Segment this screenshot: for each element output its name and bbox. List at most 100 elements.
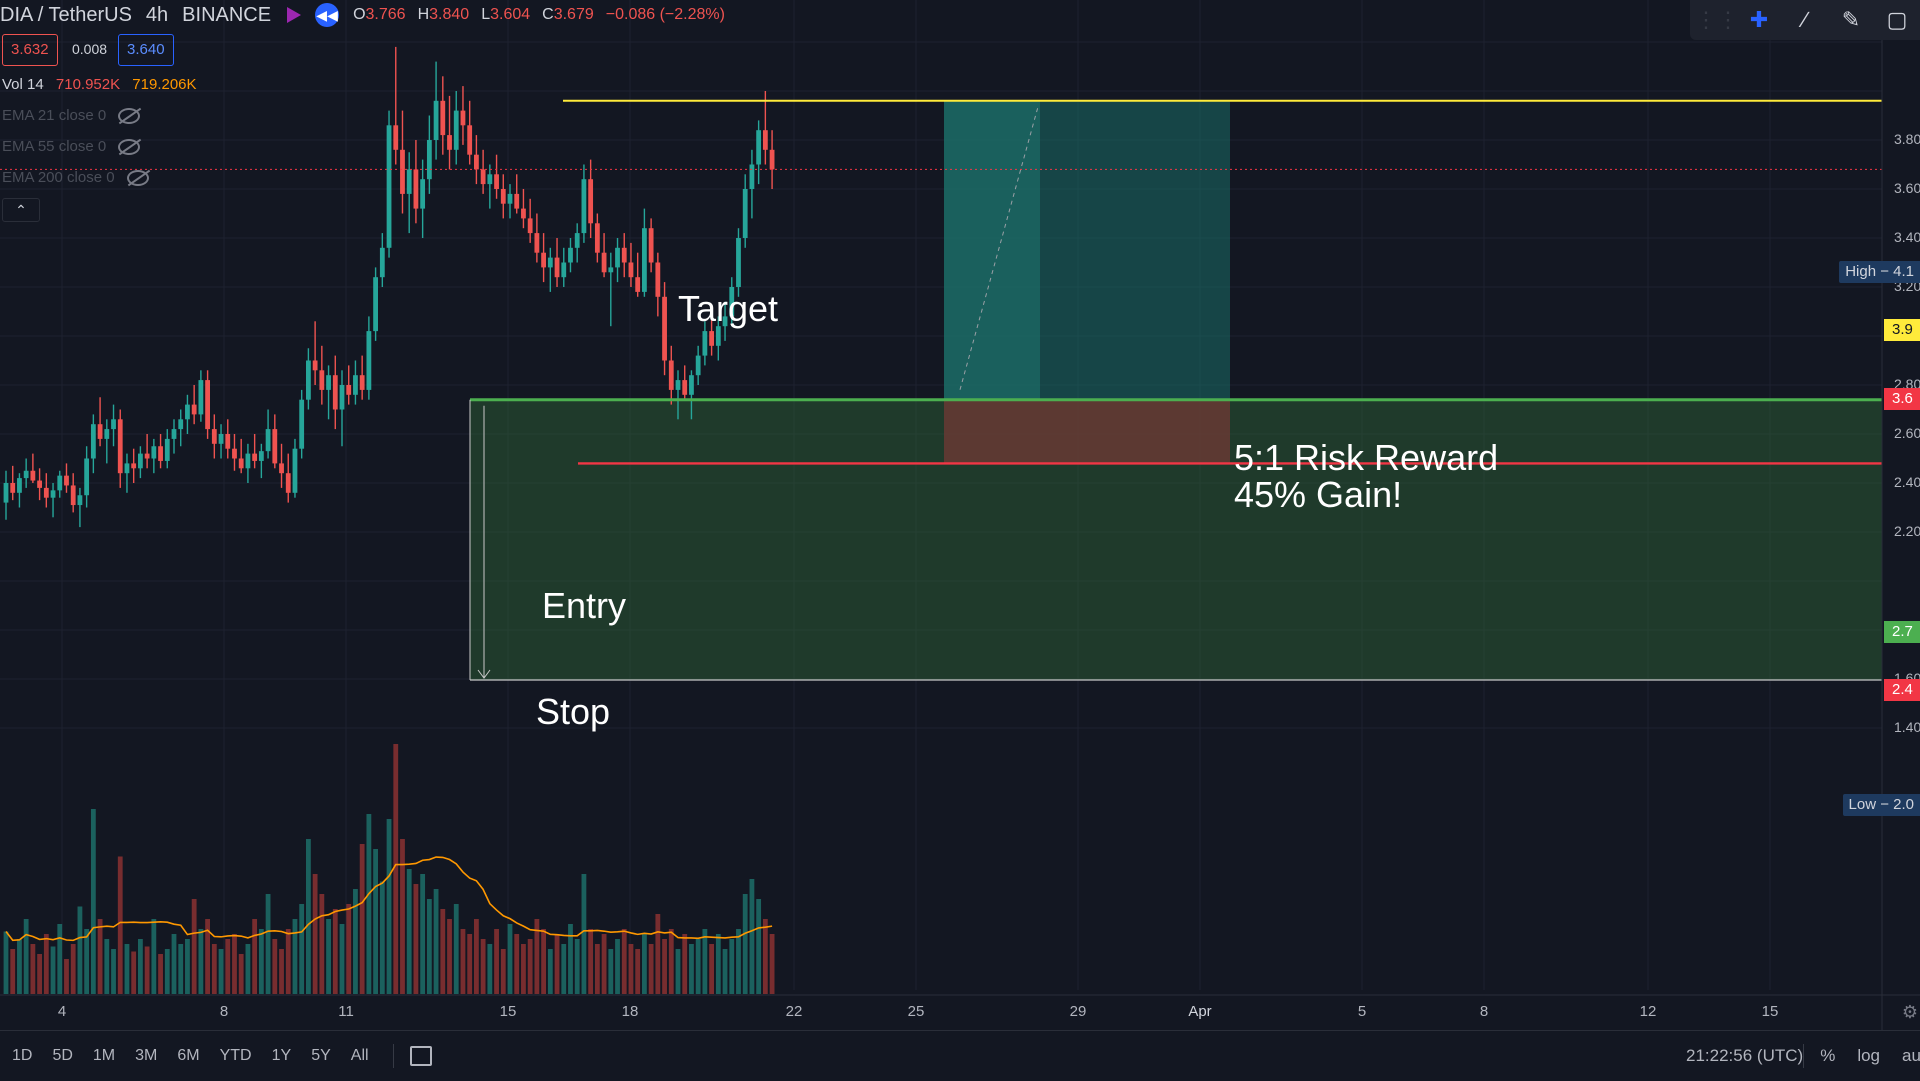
candle-body — [198, 380, 204, 415]
volume-bar — [158, 954, 163, 994]
ema200-legend[interactable]: EMA 200 close 0 — [2, 169, 149, 187]
frame-icon[interactable]: ▢ — [1886, 7, 1908, 32]
range-5y[interactable]: 5Y — [311, 1047, 331, 1064]
candle-body — [151, 446, 157, 459]
candle-body — [43, 487, 49, 498]
candle-body — [534, 233, 540, 253]
candle-body — [205, 380, 210, 430]
entry-annotation[interactable]: Entry — [542, 585, 627, 626]
price-chart[interactable] — [0, 0, 1920, 1030]
range-all[interactable]: All — [350, 1047, 369, 1064]
gain-annotation[interactable]: 45% Gain! — [1234, 474, 1403, 515]
candle-body — [507, 193, 513, 204]
volume-bar — [749, 879, 755, 994]
hidden-eye-icon[interactable] — [126, 170, 149, 187]
date-tick: 18 — [621, 1003, 639, 1020]
volume-bar — [460, 929, 466, 994]
range-6m[interactable]: 6M — [177, 1047, 200, 1064]
volume-bar — [474, 919, 479, 994]
sell-price-button[interactable]: 3.632 — [2, 34, 58, 66]
volume-bar — [440, 909, 446, 994]
percent-toggle[interactable]: % — [1820, 1046, 1836, 1065]
candle-body — [393, 125, 399, 150]
volume-bar — [762, 919, 768, 994]
bottom-right-controls: 21:22:56 (UTC) % log auto — [1686, 1031, 1920, 1081]
candle-body — [400, 149, 405, 194]
symbol-name[interactable]: DIA / TetherUS — [0, 3, 132, 26]
range-1m[interactable]: 1M — [92, 1047, 116, 1064]
candle-body — [37, 480, 42, 488]
range-5d[interactable]: 5D — [52, 1047, 73, 1064]
toolbar-divider — [392, 1044, 394, 1068]
utc-clock[interactable]: 21:22:56 (UTC) — [1686, 1046, 1804, 1065]
candle-body — [736, 238, 741, 287]
volume-bar — [507, 924, 513, 994]
candle-body — [306, 360, 311, 400]
volume-bar — [258, 929, 264, 994]
volume-bar — [164, 949, 170, 994]
auto-toggle[interactable]: auto — [1902, 1046, 1920, 1065]
range-1d[interactable]: 1D — [12, 1047, 33, 1064]
volume-bar — [198, 929, 204, 994]
hidden-eye-icon[interactable] — [118, 139, 141, 156]
range-ytd[interactable]: YTD — [219, 1047, 252, 1064]
volume-bar — [588, 929, 594, 994]
candle-body — [211, 429, 217, 444]
volume-legend[interactable]: Vol 14 710.952K 719.206K — [2, 76, 197, 93]
date-tick: 15 — [499, 1003, 517, 1020]
volume-bar — [353, 889, 358, 994]
volume-bar — [668, 929, 674, 994]
volume-bar — [97, 919, 103, 994]
volume-bar — [279, 949, 284, 994]
candle-body — [10, 483, 16, 493]
volume-bar — [534, 919, 540, 994]
volume-bar — [406, 869, 412, 994]
flag-icon[interactable] — [287, 7, 302, 23]
price-tick: 3.80 — [1894, 131, 1920, 147]
volume-bar — [769, 934, 775, 994]
candle-body — [615, 247, 620, 268]
crosshair-icon[interactable]: ✚ — [1749, 7, 1769, 32]
volume-bar — [30, 944, 36, 994]
calendar-icon[interactable] — [409, 1046, 432, 1066]
interval-label[interactable]: 4h — [145, 3, 169, 26]
hidden-eye-icon[interactable] — [118, 108, 141, 125]
candle-body — [97, 424, 103, 439]
candle-body — [467, 125, 473, 155]
loss-zone — [944, 399, 1230, 464]
buy-price-button[interactable]: 3.640 — [118, 34, 174, 66]
volume-bar — [326, 919, 331, 994]
volume-bar — [547, 949, 553, 994]
candle-body — [117, 419, 123, 474]
target-annotation[interactable]: Target — [678, 288, 779, 329]
volume-bar — [171, 934, 177, 994]
volume-bar — [178, 944, 184, 994]
candle-body — [292, 448, 298, 493]
risk-reward-annotation[interactable]: 5:1 Risk Reward — [1234, 437, 1499, 478]
range-3m[interactable]: 3M — [135, 1047, 158, 1064]
candle-body — [232, 448, 237, 459]
candle-body — [729, 287, 735, 317]
volume-bar — [426, 899, 432, 994]
range-1y[interactable]: 1Y — [271, 1047, 292, 1064]
volume-bar — [494, 929, 499, 994]
candle-body — [158, 446, 163, 461]
stop-annotation[interactable]: Stop — [536, 691, 611, 732]
settings-gear-icon[interactable]: ⚙ — [1901, 1002, 1918, 1022]
candle-body — [366, 331, 372, 390]
volume-bar — [379, 881, 385, 994]
ema55-legend[interactable]: EMA 55 close 0 — [2, 138, 141, 156]
ema21-legend[interactable]: EMA 21 close 0 — [2, 107, 141, 125]
volume-bar — [702, 929, 708, 994]
collapse-legend-button[interactable]: ⌃ — [2, 198, 40, 222]
pen-icon[interactable]: ✎ — [1841, 7, 1861, 32]
replay-icon[interactable]: ◀◀ — [315, 3, 340, 27]
date-tick: 29 — [1069, 1003, 1087, 1020]
volume-bar — [10, 949, 16, 994]
price-tick: 2.20 — [1894, 523, 1920, 539]
log-toggle[interactable]: log — [1857, 1046, 1880, 1065]
candle-body — [628, 262, 634, 278]
trendline-icon[interactable]: ∕ — [1803, 7, 1807, 32]
date-tick: 25 — [907, 1003, 925, 1020]
drag-handle-icon[interactable]: ⋮⋮ — [1695, 7, 1739, 32]
